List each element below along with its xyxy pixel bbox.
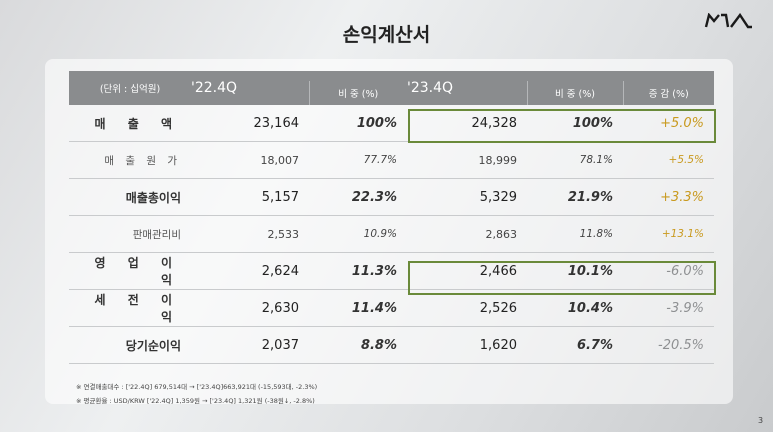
table-row: 판매관리비 2,533 10.9% 2,863 11.8% +13.1% [69, 215, 714, 253]
table-row: 매출총이익 5,157 22.3% 5,329 21.9% +3.3% [69, 178, 714, 216]
row-label: 당기순이익 [69, 326, 191, 364]
row-label: 매출총이익 [69, 178, 191, 216]
ratio-2022: 11.3% [309, 252, 407, 290]
ratio-2023: 78.1% [527, 141, 623, 179]
header-spacer [309, 71, 407, 81]
table-row: 매 출 원 가 18,007 77.7% 18,999 78.1% +5.5% [69, 141, 714, 179]
income-statement-table: (단위 : 십억원) '22.4Q '23.4Q 비 중 (%) 비 중 (%)… [69, 71, 714, 364]
value-2023: 2,863 [407, 215, 527, 253]
value-2023: 2,526 [407, 289, 527, 327]
row-label: 매 출 액 [69, 105, 191, 142]
row-label: 영 업 이 익 [69, 252, 191, 290]
ratio-2022: 77.7% [309, 141, 407, 179]
value-2022: 5,157 [191, 178, 309, 216]
value-2023: 5,329 [407, 178, 527, 216]
change-value: +3.3% [623, 178, 714, 216]
ratio-2022: 8.8% [309, 326, 407, 364]
footnote-exchange-rate: ※ 평균환율 : USD/KRW ['22.4Q] 1,359원 → ['23.… [76, 397, 315, 405]
page-number: 3 [758, 416, 764, 425]
ratio-2022: 100% [309, 105, 407, 142]
row-label: 매 출 원 가 [69, 141, 191, 179]
footnote-sales-volume: ※ 연결매출대수 : ['22.4Q] 679,514대 → ['23.4Q]6… [76, 383, 318, 391]
row-label: 판매관리비 [69, 215, 191, 253]
value-2022: 18,007 [191, 141, 309, 179]
unit-header: (단위 : 십억원) [69, 71, 191, 105]
header-spacer [527, 71, 714, 81]
value-2022: 2,533 [191, 215, 309, 253]
value-2022: 2,037 [191, 326, 309, 364]
kia-logo [704, 13, 752, 29]
ratio-header-2023: 비 중 (%) [526, 81, 623, 105]
page-title: 손익계산서 [342, 24, 431, 46]
ratio-2023: 100% [527, 105, 623, 142]
change-value: +5.5% [623, 141, 714, 179]
period-header-2022: '22.4Q [191, 71, 309, 105]
value-2022: 2,624 [191, 252, 309, 290]
ratio-2023: 10.4% [527, 289, 623, 327]
period-header-2023: '23.4Q [407, 71, 527, 105]
value-2022: 23,164 [191, 105, 309, 142]
change-value: +5.0% [623, 105, 714, 142]
change-value: -20.5% [623, 326, 714, 364]
footnotes: ※ 연결매출대수 : ['22.4Q] 679,514대 → ['23.4Q]6… [76, 380, 317, 408]
table-row: 당기순이익 2,037 8.8% 1,620 6.7% -20.5% [69, 326, 714, 364]
ratio-2022: 22.3% [309, 178, 407, 216]
value-2022: 2,630 [191, 289, 309, 327]
value-2023: 1,620 [407, 326, 527, 364]
row-label: 세 전 이 익 [69, 289, 191, 327]
change-value: -6.0% [623, 252, 714, 290]
ratio-header-2022: 비 중 (%) [308, 81, 407, 105]
ratio-2022: 11.4% [309, 289, 407, 327]
ratio-2023: 6.7% [527, 326, 623, 364]
change-value: -3.9% [623, 289, 714, 327]
value-2023: 18,999 [407, 141, 527, 179]
ratio-2022: 10.9% [309, 215, 407, 253]
value-2023: 24,328 [407, 105, 527, 142]
ratio-2023: 10.1% [527, 252, 623, 290]
table-row: 영 업 이 익 2,624 11.3% 2,466 10.1% -6.0% [69, 252, 714, 290]
table-row: 세 전 이 익 2,630 11.4% 2,526 10.4% -3.9% [69, 289, 714, 327]
change-value: +13.1% [623, 215, 714, 253]
ratio-2023: 11.8% [527, 215, 623, 253]
value-2023: 2,466 [407, 252, 527, 290]
ratio-2023: 21.9% [527, 178, 623, 216]
table-row: 매 출 액 23,164 100% 24,328 100% +5.0% [69, 105, 714, 142]
change-header: 증 감 (%) [622, 81, 714, 105]
